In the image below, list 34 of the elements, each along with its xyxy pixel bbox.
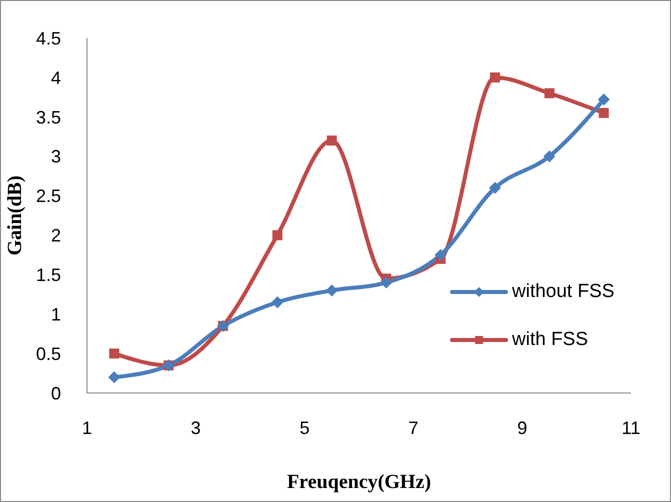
point [109, 348, 120, 359]
point [490, 72, 500, 82]
legend-label: with FSS [512, 329, 588, 351]
y-tick-label: 1.5 [36, 265, 61, 286]
y-tick-label: 1 [50, 304, 61, 324]
point [326, 284, 338, 296]
x-tick-label: 9 [517, 418, 528, 438]
point [544, 88, 554, 98]
x-tick-label: 11 [622, 418, 640, 438]
y-axis-title: Gain(dB) [4, 175, 26, 256]
x-tick-label: 7 [408, 418, 418, 438]
point [108, 371, 120, 384]
y-tick-label: 2 [50, 226, 61, 246]
point [598, 94, 610, 106]
y-tick-label: 4.5 [36, 28, 61, 48]
point [272, 230, 282, 240]
point [326, 136, 337, 146]
legend-label: without FSS [512, 281, 614, 303]
x-tick-label: 1 [82, 418, 92, 438]
point [380, 276, 392, 289]
y-tick-label: 4 [50, 68, 61, 88]
y-tick-label: 0 [50, 383, 61, 404]
y-tick-label: 3 [50, 146, 61, 167]
point [543, 150, 556, 162]
point [434, 248, 447, 261]
y-tick-label: 0.5 [36, 344, 61, 364]
point [489, 182, 501, 194]
y-tick-label: 3.5 [36, 107, 61, 128]
x-axis-title: Freuqency(GHz) [286, 471, 432, 493]
point [598, 108, 609, 118]
y-tick-label: 2.5 [36, 186, 61, 206]
x-tick-label: 5 [300, 418, 310, 438]
x-tick-label: 3 [190, 418, 201, 438]
point [271, 296, 284, 308]
